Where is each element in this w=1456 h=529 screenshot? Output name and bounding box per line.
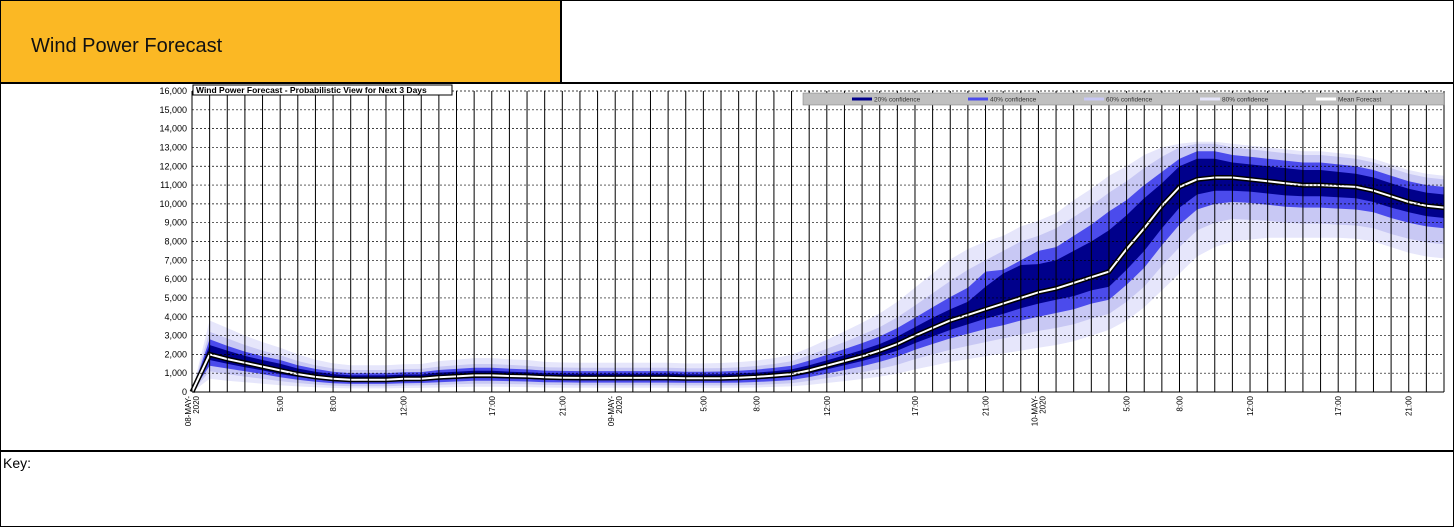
y-tick-label: 2,000 (164, 349, 187, 359)
divider (0, 82, 1454, 84)
y-tick-label: 15,000 (159, 105, 187, 115)
x-tick-label: 09-MAY-2020 (607, 395, 624, 426)
svg-text:12:00: 12:00 (1246, 395, 1255, 416)
y-tick-label: 7,000 (164, 255, 187, 265)
band-20-area (192, 158, 1444, 392)
axis-ticks: 0 1,000 2,000 3,000 4,000 5,000 6,000 7,000 8,00… (159, 86, 1413, 426)
chart-title-box: Wind Power Forecast - Probabilistic View… (192, 84, 453, 96)
x-tick-label: 12:00 (1246, 395, 1255, 416)
key-label: Key: (3, 455, 32, 471)
y-tick-label: 6,000 (164, 274, 187, 284)
x-tick-label: 08-MAY-2020 (184, 395, 201, 426)
legend-label: 40% confidence (990, 97, 1037, 104)
x-tick-label: 21:00 (558, 395, 567, 416)
svg-text:21:00: 21:00 (558, 395, 567, 416)
svg-text:5:00: 5:00 (276, 395, 285, 411)
x-tick-label: 12:00 (823, 395, 832, 416)
svg-text:8:00: 8:00 (1176, 395, 1185, 411)
header-title-cell: Wind Power Forecast (1, 1, 562, 82)
confidence-bands (189, 141, 1445, 394)
y-tick-label: 10,000 (159, 199, 187, 209)
y-tick-label: 8,000 (164, 237, 187, 247)
svg-text:17:00: 17:00 (911, 395, 920, 416)
y-tick-label: 3,000 (164, 331, 187, 341)
chart-title: Wind Power Forecast - Probabilistic View… (196, 85, 427, 95)
x-tick-label: 5:00 (1123, 395, 1132, 411)
wind-forecast-chart: 0 1,000 2,000 3,000 4,000 5,000 6,000 7,000 8,00… (159, 84, 1445, 426)
legend-box (802, 92, 1445, 106)
y-tick-label: 14,000 (159, 124, 187, 134)
legend-label: 80% confidence (1222, 97, 1269, 104)
x-tick-label: 21:00 (982, 395, 991, 416)
svg-text:5:00: 5:00 (1123, 395, 1132, 411)
x-tick-label: 21:00 (1405, 395, 1414, 416)
x-tick-label: 17:00 (488, 395, 497, 416)
y-tick-label: 11,000 (160, 180, 187, 190)
legend-label: Mean Forecast (1338, 97, 1382, 104)
svg-text:21:00: 21:00 (982, 395, 991, 416)
svg-text:8:00: 8:00 (329, 395, 338, 411)
x-tick-label: 8:00 (329, 395, 338, 411)
svg-text:10-MAY-2020: 10-MAY-2020 (1030, 395, 1047, 426)
y-tick-label: 5,000 (164, 293, 187, 303)
svg-text:17:00: 17:00 (1334, 395, 1343, 416)
mean-forecast-line (191, 176, 1445, 393)
svg-text:12:00: 12:00 (400, 395, 409, 416)
y-tick-label: 4,000 (164, 312, 187, 322)
chart-legend: 20% confidence 40% confidence 60% confiden… (802, 92, 1445, 106)
x-tick-label: 17:00 (1334, 395, 1343, 416)
svg-text:5:00: 5:00 (699, 395, 708, 411)
svg-text:17:00: 17:00 (488, 395, 497, 416)
y-tick-label: 13,000 (159, 142, 187, 152)
legend-label: 60% confidence (1106, 97, 1153, 104)
x-tick-label: 5:00 (699, 395, 708, 411)
x-tick-label: 8:00 (1176, 395, 1185, 411)
svg-text:8:00: 8:00 (752, 395, 761, 411)
svg-text:12:00: 12:00 (823, 395, 832, 416)
chart-grid (191, 90, 1445, 393)
y-tick-label: 1,000 (164, 368, 187, 378)
y-tick-label: 0 (182, 387, 187, 397)
divider (0, 450, 1454, 452)
y-tick-label: 9,000 (164, 218, 187, 228)
y-tick-label: 12,000 (159, 161, 187, 171)
x-tick-label: 17:00 (911, 395, 920, 416)
svg-text:08-MAY-2020: 08-MAY-2020 (184, 395, 201, 426)
page-title: Wind Power Forecast (31, 35, 223, 57)
legend-label: 20% confidence (874, 97, 921, 104)
svg-text:09-MAY-2020: 09-MAY-2020 (607, 395, 624, 426)
y-tick-label: 16,000 (159, 86, 187, 96)
x-tick-label: 12:00 (400, 395, 409, 416)
x-tick-label: 5:00 (276, 395, 285, 411)
x-tick-label: 8:00 (752, 395, 761, 411)
svg-text:21:00: 21:00 (1405, 395, 1414, 416)
x-tick-label: 10-MAY-2020 (1030, 395, 1047, 426)
